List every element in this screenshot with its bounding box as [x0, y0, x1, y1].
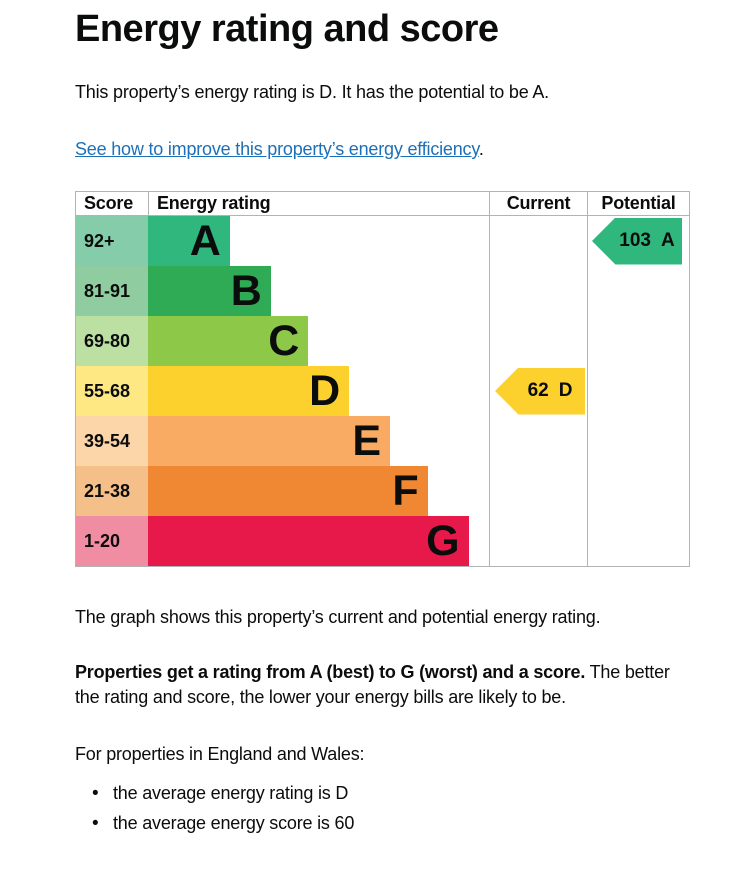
score-range-a: 92+: [76, 216, 148, 266]
current-cell-a: [489, 216, 587, 266]
rating-cell-a: A: [148, 216, 489, 266]
page-root: Energy rating and score This property’s …: [0, 8, 734, 836]
band-bar-d: D: [148, 366, 350, 416]
potential-rating-arrow: 103 A: [592, 217, 682, 265]
potential-cell-b: [587, 266, 689, 316]
rating-cell-d: D: [148, 366, 489, 416]
rating-explanation-rest2: the rating and score, the lower your ene…: [75, 687, 566, 707]
current-cell-d: 62 D: [489, 366, 587, 416]
potential-cell-e: [587, 416, 689, 466]
band-row-g: 1-20 G: [76, 516, 689, 566]
band-row-c: 69-80 C: [76, 316, 689, 366]
score-range-c: 69-80: [76, 316, 148, 366]
rating-cell-c: C: [148, 316, 489, 366]
potential-cell-a: 103 A: [587, 216, 689, 266]
score-range-e: 39-54: [76, 416, 148, 466]
current-cell-g: [489, 516, 587, 566]
current-cell-f: [489, 466, 587, 516]
header-score: Score: [84, 193, 134, 213]
chart-header-row: Score Energy rating Current Potential: [76, 192, 689, 216]
score-range-b: 81-91: [76, 266, 148, 316]
potential-grade: A: [660, 230, 675, 251]
current-cell-b: [489, 266, 587, 316]
improve-link-row: See how to improve this property’s energ…: [75, 137, 694, 162]
band-bar-e: E: [148, 416, 391, 466]
graph-caption: The graph shows this property’s current …: [75, 607, 601, 627]
header-energy-rating: Energy rating: [148, 192, 489, 215]
band-bar-c: C: [148, 316, 309, 366]
band-row-f: 21-38 F: [76, 466, 689, 516]
score-range-d: 55-68: [76, 366, 148, 416]
band-bar-g: G: [148, 516, 469, 566]
current-rating-arrow: 62 D: [495, 367, 585, 415]
rating-explanation: Properties get a rating from A (best) to…: [75, 660, 694, 710]
list-item-average-rating: the average energy rating is D: [75, 781, 694, 806]
rating-explanation-bold: Properties get a rating from A (best) to…: [75, 662, 586, 682]
rating-cell-e: E: [148, 416, 489, 466]
band-row-d: 55-68 D 62 D: [76, 366, 689, 416]
rating-explanation-rest1: The better: [589, 662, 670, 682]
score-range-g: 1-20: [76, 516, 148, 566]
list-item-average-score: the average energy score is 60: [75, 811, 694, 836]
regions-intro: For properties in England and Wales:: [75, 744, 365, 764]
header-potential: Potential: [587, 192, 689, 215]
current-score: 62: [527, 380, 549, 401]
band-row-b: 81-91 B: [76, 266, 689, 316]
link-suffix: .: [478, 139, 484, 159]
header-current: Current: [489, 192, 587, 215]
current-cell-e: [489, 416, 587, 466]
band-bar-a: A: [148, 216, 230, 266]
current-grade: D: [558, 380, 573, 401]
potential-cell-d: [587, 366, 689, 416]
potential-cell-c: [587, 316, 689, 366]
score-range-f: 21-38: [76, 466, 148, 516]
page-title: Energy rating and score: [75, 8, 499, 50]
band-row-a: 92+ A 103 A: [76, 216, 689, 266]
improve-efficiency-link[interactable]: See how to improve this property’s energ…: [75, 139, 479, 159]
band-row-e: 39-54 E: [76, 416, 689, 466]
potential-cell-g: [587, 516, 689, 566]
rating-cell-b: B: [148, 266, 489, 316]
band-bar-b: B: [148, 266, 271, 316]
potential-cell-f: [587, 466, 689, 516]
rating-cell-g: G: [148, 516, 489, 566]
rating-cell-f: F: [148, 466, 489, 516]
energy-rating-chart: Score Energy rating Current Potential 92…: [75, 191, 690, 567]
current-cell-c: [489, 316, 587, 366]
intro-text: This property’s energy rating is D. It h…: [75, 82, 549, 102]
average-stats-list: the average energy rating is D the avera…: [75, 781, 694, 836]
potential-score: 103: [619, 230, 651, 251]
band-bar-f: F: [148, 466, 428, 516]
